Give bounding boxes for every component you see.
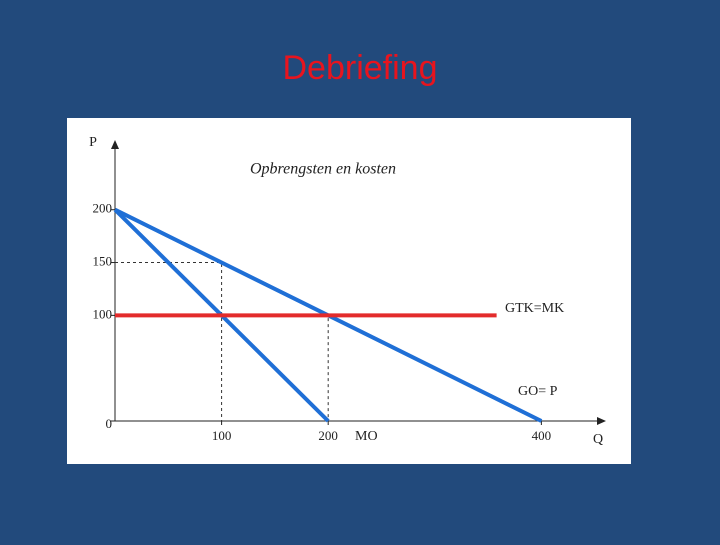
series-label: MO [355, 429, 378, 444]
guide-line [115, 262, 223, 421]
y-axis-label: P [89, 135, 97, 150]
x-axis-label: Q [593, 432, 603, 447]
y-tick-label: 200 [93, 201, 113, 216]
x-tick-label: 100 [212, 428, 232, 443]
chart-title: Opbrengsten en kosten [250, 161, 396, 178]
series-label: GO= P [518, 384, 558, 399]
slide-title: Debriefing [283, 49, 438, 87]
x-tick-label: 400 [532, 428, 552, 443]
series-label: GTK=MK [505, 301, 564, 316]
chart-area [67, 118, 631, 464]
x-tick-label: 200 [318, 428, 338, 443]
x-arrow [597, 417, 606, 425]
y-tick-label: 150 [93, 254, 113, 269]
guide-line [115, 314, 329, 421]
y-tick-label: 100 [93, 306, 113, 321]
y-arrow [111, 140, 119, 149]
y-tick-label: 0 [106, 416, 113, 431]
